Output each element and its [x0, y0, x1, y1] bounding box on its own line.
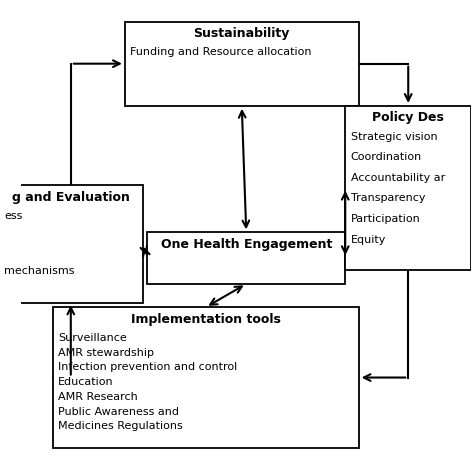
Text: g and Evaluation: g and Evaluation — [12, 191, 130, 204]
Bar — [0, 185, 143, 302]
Text: Implementation tools: Implementation tools — [131, 313, 281, 326]
Text: Equity: Equity — [351, 235, 386, 245]
Text: Surveillance: Surveillance — [58, 333, 127, 343]
Text: Education: Education — [58, 377, 114, 387]
Text: Transparency: Transparency — [351, 193, 425, 203]
Text: Strategic vision: Strategic vision — [351, 132, 438, 142]
Bar — [147, 232, 345, 284]
Text: Accountability ar: Accountability ar — [351, 173, 445, 183]
Bar — [125, 21, 359, 106]
Text: Funding and Resource allocation: Funding and Resource allocation — [130, 47, 312, 57]
Text: Public Awareness and: Public Awareness and — [58, 407, 179, 417]
Text: Infection prevention and control: Infection prevention and control — [58, 363, 237, 373]
Bar — [345, 106, 471, 270]
Text: Medicines Regulations: Medicines Regulations — [58, 421, 183, 431]
Text: Participation: Participation — [351, 214, 420, 224]
Text: One Health Engagement: One Health Engagement — [161, 238, 332, 251]
Text: AMR stewardship: AMR stewardship — [58, 348, 154, 358]
Text: ess: ess — [4, 211, 23, 221]
Bar — [53, 307, 359, 448]
Text: Policy Des: Policy Des — [372, 111, 444, 125]
Text: mechanisms: mechanisms — [4, 266, 75, 276]
Text: Coordination: Coordination — [351, 152, 422, 162]
Text: AMR Research: AMR Research — [58, 392, 138, 402]
Text: Sustainability: Sustainability — [193, 27, 290, 40]
